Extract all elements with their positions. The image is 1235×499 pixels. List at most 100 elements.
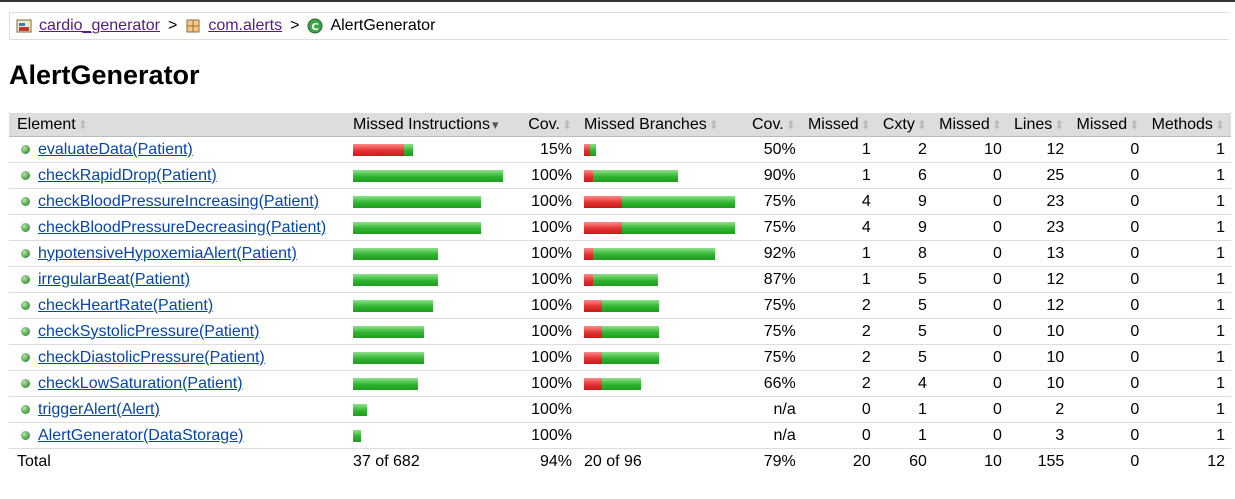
method-link[interactable]: evaluateData(Patient) — [38, 140, 193, 158]
table-row: evaluateData(Patient) 15% 50% 1 2 10 12 … — [9, 136, 1231, 163]
complexity: 5 — [876, 318, 933, 345]
instruction-coverage: 100% — [515, 292, 578, 319]
header-methods[interactable]: Methods — [1145, 113, 1231, 137]
instruction-coverage: 100% — [515, 214, 578, 241]
table-row: checkBloodPressureDecreasing(Patient) 10… — [9, 214, 1231, 241]
header-element[interactable]: Element — [9, 113, 347, 137]
header-missed-complexity[interactable]: Missed — [801, 113, 877, 137]
method-link[interactable]: irregularBeat(Patient) — [38, 270, 191, 288]
missed-methods: 0 — [1070, 214, 1146, 241]
missed-complexity: 1 — [801, 162, 877, 189]
instruction-coverage-bar — [353, 351, 509, 364]
header-complexity[interactable]: Cxty — [876, 113, 933, 137]
covered-instructions-bar — [353, 351, 424, 364]
method-link[interactable]: AlertGenerator(DataStorage) — [38, 426, 244, 444]
method-link[interactable]: checkDiastolicPressure(Patient) — [38, 348, 265, 366]
method-icon — [21, 378, 30, 388]
project-icon — [16, 18, 32, 34]
method-link[interactable]: triggerAlert(Alert) — [38, 400, 160, 418]
branch-bar-cell — [578, 292, 746, 319]
table-row: checkDiastolicPressure(Patient) 100% 75%… — [9, 344, 1231, 371]
element-cell: checkBloodPressureIncreasing(Patient) — [9, 188, 347, 215]
missed-lines: 0 — [932, 396, 1008, 423]
lines: 10 — [1007, 344, 1071, 371]
covered-branches-bar — [593, 169, 678, 182]
branch-coverage: 75% — [746, 292, 802, 319]
instruction-bar-cell — [347, 136, 515, 163]
branch-coverage: 50% — [746, 136, 802, 163]
instruction-bar-cell — [347, 422, 515, 449]
lines: 12 — [1007, 292, 1071, 319]
method-link[interactable]: checkBloodPressureIncreasing(Patient) — [38, 192, 320, 210]
missed-complexity: 2 — [801, 292, 877, 319]
methods: 1 — [1145, 318, 1231, 345]
instruction-coverage: 15% — [515, 136, 578, 163]
method-link[interactable]: hypotensiveHypoxemiaAlert(Patient) — [38, 244, 297, 262]
header-missed-methods[interactable]: Missed — [1070, 113, 1146, 137]
total-branch-coverage: 79% — [763, 452, 796, 470]
instruction-coverage-bar — [353, 195, 509, 208]
instruction-coverage: 100% — [515, 422, 578, 449]
element-cell: checkLowSaturation(Patient) — [9, 370, 347, 397]
method-link[interactable]: checkLowSaturation(Patient) — [38, 374, 243, 392]
missed-lines: 0 — [932, 162, 1008, 189]
breadcrumb-project-link[interactable]: cardio_generator — [39, 17, 160, 34]
table-row: triggerAlert(Alert) 100% n/a 0 1 0 2 0 1 — [9, 396, 1231, 423]
branch-coverage-bar — [584, 404, 740, 416]
lines: 12 — [1007, 266, 1071, 293]
complexity: 8 — [876, 240, 933, 267]
missed-methods: 0 — [1070, 188, 1146, 215]
missed-lines: 0 — [932, 188, 1008, 215]
missed-methods: 0 — [1070, 318, 1146, 345]
missed-methods: 0 — [1070, 344, 1146, 371]
branch-bar-cell — [578, 344, 746, 371]
instruction-coverage-bar — [353, 247, 509, 260]
missed-lines: 0 — [932, 266, 1008, 293]
branch-coverage-bar — [584, 143, 740, 156]
missed-methods: 0 — [1070, 292, 1146, 319]
header-missed-instructions[interactable]: Missed Instructions — [347, 113, 515, 137]
instruction-coverage: 100% — [515, 370, 578, 397]
missed-methods: 0 — [1070, 240, 1146, 267]
covered-branches-bar — [593, 273, 658, 286]
method-link[interactable]: checkRapidDrop(Patient) — [38, 166, 217, 184]
branch-coverage: 75% — [746, 214, 802, 241]
package-icon — [185, 18, 201, 34]
element-cell: AlertGenerator(DataStorage) — [9, 422, 347, 449]
lines: 23 — [1007, 188, 1071, 215]
header-lines[interactable]: Lines — [1007, 113, 1071, 137]
breadcrumb-package-link[interactable]: com.alerts — [208, 17, 283, 34]
method-link[interactable]: checkSystolicPressure(Patient) — [38, 322, 260, 340]
header-missed-lines[interactable]: Missed — [932, 113, 1008, 137]
missed-branches-bar — [584, 299, 602, 312]
header-instruction-coverage[interactable]: Cov. — [515, 113, 578, 137]
table-row: checkLowSaturation(Patient) 100% 66% 2 4… — [9, 370, 1231, 397]
method-icon — [21, 196, 30, 206]
covered-instructions-bar — [353, 169, 503, 182]
missed-complexity: 2 — [801, 370, 877, 397]
method-link[interactable]: checkBloodPressureDecreasing(Patient) — [38, 218, 327, 236]
instruction-coverage: 100% — [515, 266, 578, 293]
branch-coverage-bar — [584, 325, 740, 338]
breadcrumb-separator: > — [290, 17, 300, 34]
methods: 1 — [1145, 214, 1231, 241]
instruction-coverage-bar — [353, 273, 509, 286]
missed-lines: 0 — [932, 370, 1008, 397]
header-branch-coverage[interactable]: Cov. — [746, 113, 802, 137]
header-missed-branches[interactable]: Missed Branches — [578, 113, 746, 137]
methods: 1 — [1145, 188, 1231, 215]
branch-bar-cell — [578, 396, 746, 423]
total-complexity: 60 — [909, 452, 927, 470]
covered-instructions-bar — [353, 195, 481, 208]
missed-branches-bar — [584, 351, 602, 364]
instruction-bar-cell — [347, 396, 515, 423]
method-link[interactable]: checkHeartRate(Patient) — [38, 296, 214, 314]
branch-coverage-bar — [584, 299, 740, 312]
total-lines: 155 — [1037, 452, 1065, 470]
branch-coverage: 75% — [746, 344, 802, 371]
missed-lines: 0 — [932, 214, 1008, 241]
branch-coverage-bar — [584, 351, 740, 364]
covered-instructions-bar — [353, 403, 367, 416]
method-icon — [21, 326, 30, 336]
covered-branches-bar — [602, 351, 659, 364]
